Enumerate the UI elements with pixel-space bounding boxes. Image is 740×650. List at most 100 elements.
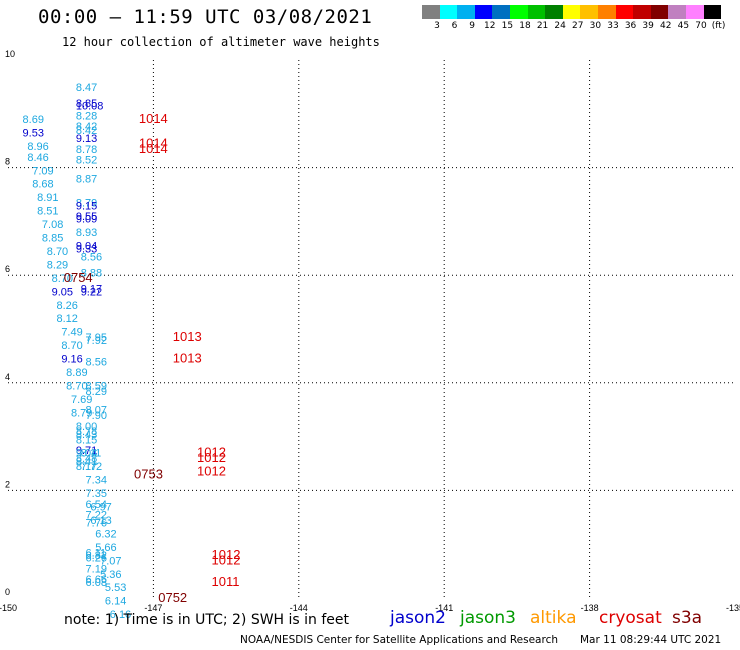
- wave-height-label: 8.56: [81, 251, 102, 263]
- wave-height-label: 8.85: [76, 98, 97, 110]
- wave-height-label: 1014: [139, 135, 168, 150]
- y-tick-label: 2: [5, 479, 10, 489]
- wave-height-label: 8.70: [66, 380, 87, 392]
- grid-lines: [8, 60, 735, 598]
- color-swatch: [545, 5, 563, 19]
- color-scale-label: 42: [660, 21, 672, 31]
- wave-height-label: 8.70: [52, 273, 73, 285]
- wave-height-label: 7.09: [32, 165, 53, 177]
- wave-height-label: 6.26: [86, 553, 107, 565]
- wave-height-label: 8.79: [76, 198, 97, 210]
- wave-height-label: 9.53: [23, 128, 44, 140]
- wave-height-label: 7.19: [86, 563, 107, 575]
- wave-height-label: 7.90: [86, 410, 107, 422]
- wave-height-label: 8.87: [76, 173, 97, 185]
- color-scale-label: 70: [695, 21, 707, 31]
- color-scale-label: 15: [501, 21, 514, 31]
- x-tick-label: -135: [726, 603, 740, 613]
- color-swatch: [650, 5, 669, 19]
- wave-height-label: 8.15: [76, 434, 97, 446]
- wave-height-label: 7.92: [86, 335, 107, 347]
- wave-height-label: 8.42: [76, 121, 97, 133]
- color-scale-label: 18: [519, 21, 531, 31]
- wave-height-label: 1014: [139, 141, 168, 156]
- wave-height-label: 6.11: [86, 547, 107, 559]
- color-swatch: [474, 5, 493, 19]
- wave-height-label: 7.35: [86, 488, 107, 500]
- color-scale-label: 6: [451, 21, 458, 31]
- wave-height-label: 10.08: [76, 101, 104, 113]
- wave-height-label: 8.48: [76, 453, 97, 465]
- x-tick-label: -144: [290, 603, 308, 613]
- wave-height-label: 8.46: [27, 152, 48, 164]
- wave-height-label: 8.41: [76, 456, 97, 468]
- footnote: note: 1) Time is in UTC; 2) SWH is in fe…: [64, 612, 350, 628]
- wave-height-label: 9.15: [76, 200, 97, 212]
- wave-height-label: 5.53: [105, 582, 126, 594]
- wave-height-label: 9.04: [76, 448, 97, 460]
- wave-height-label: 8.42: [76, 125, 97, 137]
- wave-height-label: 8.29: [86, 386, 107, 398]
- wave-height-label: 9.33: [76, 243, 97, 255]
- wave-height-label: 8.78: [76, 144, 97, 156]
- color-swatch: [457, 5, 475, 19]
- wave-height-label: 8.78: [76, 426, 97, 438]
- wave-height-label: 8.91: [37, 192, 58, 204]
- color-swatch: [562, 5, 581, 19]
- wave-height-label: 6.08: [86, 577, 107, 589]
- wave-height-label: 0753: [134, 466, 163, 481]
- wave-height-label: 7.49: [61, 327, 82, 339]
- wave-height-label: 8.70: [61, 340, 82, 352]
- color-scale-label: 12: [484, 21, 496, 31]
- wave-height-label: 8.68: [32, 179, 53, 191]
- wave-height-label: 8.28: [76, 110, 97, 122]
- chart-title: 00:00 – 11:59 UTC 03/08/2021: [38, 6, 373, 28]
- wave-height-label: 8.43: [76, 429, 97, 441]
- wave-height-label: 8.47: [76, 82, 97, 94]
- wave-height-label: 1012: [197, 450, 226, 465]
- color-scale-label: 3: [434, 21, 440, 31]
- color-swatch: [685, 5, 704, 19]
- color-scale-label: 21: [536, 21, 549, 31]
- wave-height-label: 8.96: [27, 141, 48, 153]
- legend-entry-jason3: jason3: [460, 608, 516, 628]
- x-tick-label: -150: [0, 603, 17, 613]
- wave-height-label: 9.55: [76, 211, 97, 223]
- data-labels: 8.478.8510.088.288.428.429.138.788.528.8…: [23, 82, 241, 621]
- wave-height-label: 6.97: [90, 502, 111, 514]
- wave-height-label: 9.04: [76, 241, 97, 253]
- wave-height-label: 6.14: [105, 596, 126, 608]
- color-scale-labels: 3 6 9 12 15 18 21 24 27 30 33 36 39 42 45 70 (ft): [422, 21, 740, 33]
- wave-height-label: 9.22: [81, 286, 102, 298]
- wave-height-label: 8.11: [81, 448, 102, 460]
- wave-height-label: 8.26: [56, 300, 77, 312]
- wave-height-label: 9.13: [76, 133, 97, 145]
- color-scale-label: 33: [607, 21, 619, 31]
- wave-height-label: 7.34: [86, 475, 107, 487]
- y-tick-label: 10: [5, 49, 15, 59]
- color-scale-label: 45: [677, 21, 690, 31]
- wave-height-label: 6.66: [86, 574, 107, 586]
- wave-height-label: 6.54: [86, 499, 107, 511]
- color-scale-label: 24: [554, 21, 566, 31]
- wave-height-label: 9.16: [61, 354, 82, 366]
- wave-height-label: 1014: [139, 111, 168, 126]
- y-tick-label: 0: [5, 587, 10, 597]
- x-tick-label: -138: [581, 603, 599, 613]
- wave-height-label: 1012: [197, 445, 226, 460]
- color-swatch: [422, 5, 440, 19]
- color-swatch: [492, 5, 510, 19]
- wave-height-label: 1011: [212, 574, 240, 589]
- wave-height-label: 6.16: [110, 609, 131, 621]
- wave-height-label: 8.00: [76, 421, 97, 433]
- legend-entry-s3a: s3a: [672, 608, 703, 628]
- color-swatch: [439, 5, 458, 19]
- wave-height-label: 8.85: [42, 233, 63, 245]
- wave-height-label: 7.76: [86, 518, 107, 530]
- wave-height-label: 8.12: [56, 313, 77, 325]
- color-scale-label: 36: [624, 21, 637, 31]
- axis-ticks: -150 -147 -144 -141 -138 -135 0 2 4 6 8 10: [0, 49, 740, 613]
- wave-height-label: 8.93: [76, 227, 97, 239]
